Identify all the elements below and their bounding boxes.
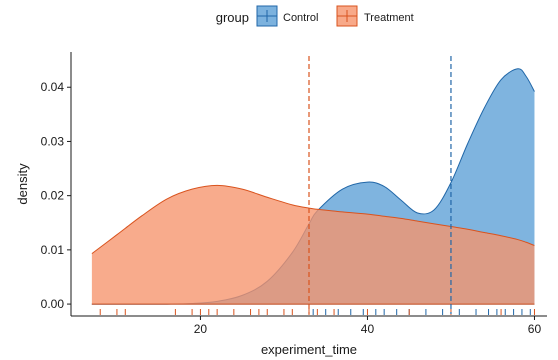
legend-title: group <box>216 10 249 25</box>
density-area-treatment <box>91 185 535 305</box>
rug <box>99 309 535 315</box>
legend-key-control <box>256 5 278 27</box>
legend-label-control: Control <box>283 12 318 24</box>
y-tick-label: 0.03 <box>41 134 65 148</box>
plot-area <box>91 68 535 305</box>
y-axis-label: density <box>15 163 30 205</box>
y-tick-label: 0.01 <box>41 243 65 257</box>
y-tick-label: 0.02 <box>41 189 65 203</box>
y-tick-label: 0.04 <box>41 80 65 94</box>
legend-label-treatment: Treatment <box>364 12 414 24</box>
density-line-treatment <box>91 184 535 255</box>
legend: group Control Treatment <box>216 5 414 27</box>
x-tick-label: 40 <box>361 322 375 336</box>
mean-lines <box>308 56 452 314</box>
axis-ticks: 20 40 60 0.00 0.01 0.02 0.03 0.04 <box>41 80 542 336</box>
y-tick-label: 0.00 <box>41 297 65 311</box>
x-tick-label: 60 <box>528 322 542 336</box>
x-tick-label: 20 <box>194 322 208 336</box>
x-axis-label: experiment_time <box>261 342 357 357</box>
legend-key-treatment <box>336 5 358 27</box>
